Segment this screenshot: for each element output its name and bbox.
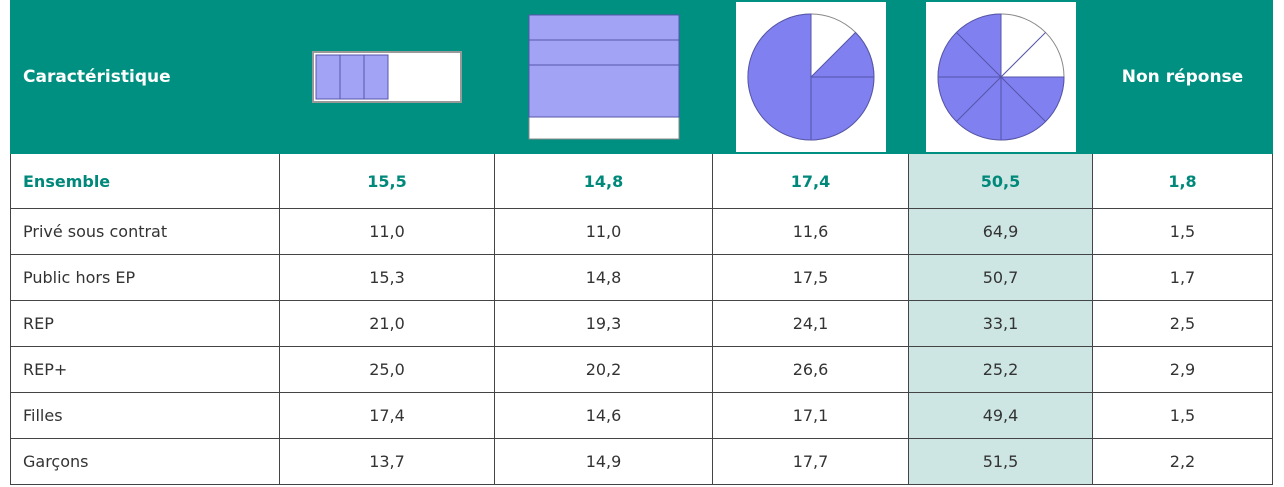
value-cell: 2,2 <box>1092 438 1273 485</box>
row-label: Filles <box>10 392 280 439</box>
value-cell: 25,0 <box>279 346 495 393</box>
table-row: Garçons 13,7 14,9 17,7 51,5 2,2 <box>10 438 1273 485</box>
value-cell: 11,0 <box>279 208 495 255</box>
value-cell: 51,5 <box>908 438 1093 485</box>
header-cell: Non réponse <box>1092 0 1273 154</box>
row-label: REP <box>10 300 280 347</box>
row-label: Ensemble <box>10 153 280 209</box>
value-cell: 49,4 <box>908 392 1093 439</box>
pie-icon <box>925 2 1076 152</box>
value-cell: 1,5 <box>1092 208 1273 255</box>
table-body: Ensemble 15,5 14,8 17,4 50,5 1,8 Privé sous co… <box>10 153 1273 485</box>
value-cell: 2,5 <box>1092 300 1273 347</box>
value-cell: 50,5 <box>908 153 1093 209</box>
value-cell: 64,9 <box>908 208 1093 255</box>
value-cell: 50,7 <box>908 254 1093 301</box>
value-cell: 13,7 <box>279 438 495 485</box>
bar-icon <box>312 51 462 103</box>
value-cell: 1,5 <box>1092 392 1273 439</box>
header-icon-cell <box>279 0 495 154</box>
header-icon-cell <box>908 0 1093 154</box>
table-row: Privé sous contrat 11,0 11,0 11,6 64,9 1,5 <box>10 208 1273 255</box>
value-cell: 1,7 <box>1092 254 1273 301</box>
header-row: Caractéristique <box>10 0 1273 154</box>
row-label: Public hors EP <box>10 254 280 301</box>
value-cell: 11,6 <box>712 208 909 255</box>
value-cell: 17,4 <box>712 153 909 209</box>
value-cell: 17,7 <box>712 438 909 485</box>
value-cell: 21,0 <box>279 300 495 347</box>
value-cell: 11,0 <box>494 208 713 255</box>
value-cell: 2,9 <box>1092 346 1273 393</box>
value-cell: 25,2 <box>908 346 1093 393</box>
value-cell: 33,1 <box>908 300 1093 347</box>
header-cell: Caractéristique <box>10 0 280 154</box>
table-row: REP 21,0 19,3 24,1 33,1 2,5 <box>10 300 1273 347</box>
value-cell: 15,5 <box>279 153 495 209</box>
value-cell: 19,3 <box>494 300 713 347</box>
row-label: REP+ <box>10 346 280 393</box>
value-cell: 20,2 <box>494 346 713 393</box>
header-icon-cell <box>494 0 713 154</box>
header-icon-cell <box>712 0 909 154</box>
row-label: Privé sous contrat <box>10 208 280 255</box>
value-cell: 15,3 <box>279 254 495 301</box>
value-cell: 1,8 <box>1092 153 1273 209</box>
value-cell: 14,6 <box>494 392 713 439</box>
value-cell: 14,8 <box>494 153 713 209</box>
table-row: Ensemble 15,5 14,8 17,4 50,5 1,8 <box>10 153 1273 209</box>
row-label: Garçons <box>10 438 280 485</box>
value-cell: 17,4 <box>279 392 495 439</box>
table-row: Filles 17,4 14,6 17,1 49,4 1,5 <box>10 392 1273 439</box>
table-row: REP+ 25,0 20,2 26,6 25,2 2,9 <box>10 346 1273 393</box>
table-row: Public hors EP 15,3 14,8 17,5 50,7 1,7 <box>10 254 1273 301</box>
value-cell: 24,1 <box>712 300 909 347</box>
value-cell: 26,6 <box>712 346 909 393</box>
results-table: Caractéristique <box>10 0 1273 485</box>
value-cell: 17,1 <box>712 392 909 439</box>
square-icon <box>528 14 679 140</box>
pie-icon <box>735 2 886 152</box>
value-cell: 14,8 <box>494 254 713 301</box>
value-cell: 17,5 <box>712 254 909 301</box>
value-cell: 14,9 <box>494 438 713 485</box>
